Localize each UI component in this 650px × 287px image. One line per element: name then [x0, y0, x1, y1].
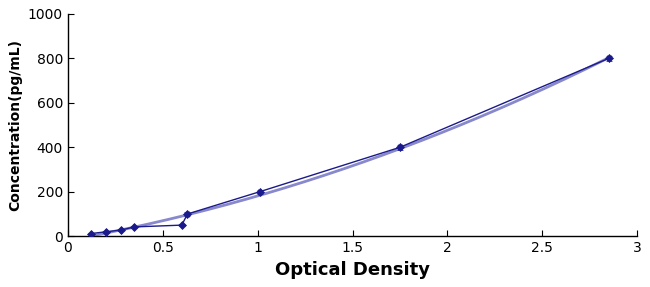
X-axis label: Optical Density: Optical Density	[275, 261, 430, 279]
Y-axis label: Concentration(pg/mL): Concentration(pg/mL)	[8, 39, 22, 211]
